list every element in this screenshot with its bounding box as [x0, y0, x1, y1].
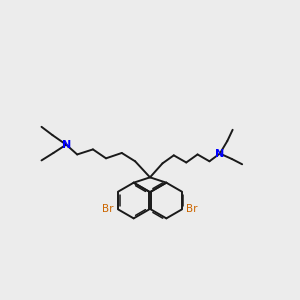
- Text: Br: Br: [102, 204, 114, 214]
- Text: Br: Br: [186, 204, 198, 214]
- Text: N: N: [61, 140, 71, 150]
- Text: N: N: [215, 148, 224, 159]
